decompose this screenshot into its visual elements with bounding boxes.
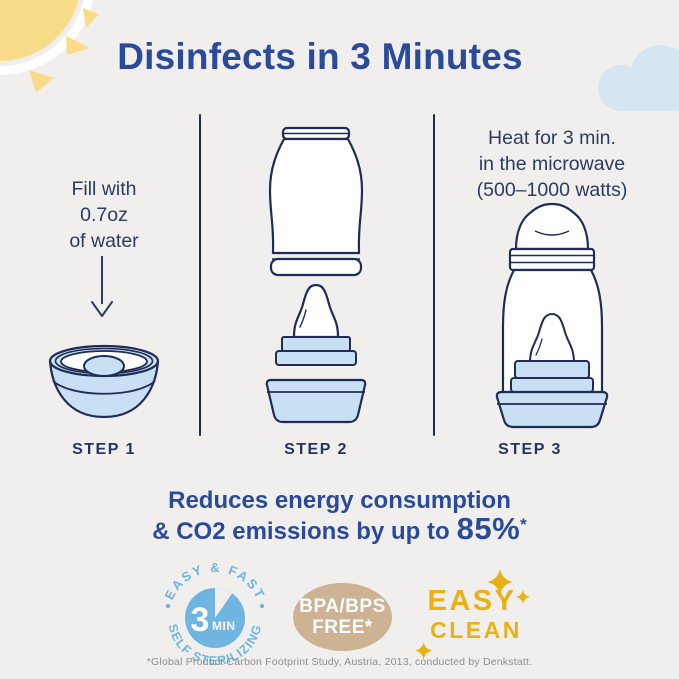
sun-icon	[0, 0, 99, 93]
step3-instruction: Heat for 3 min. in the microwave (500–10…	[452, 125, 652, 203]
claim-line1: Reduces energy consumption	[168, 487, 511, 514]
bpa-line2: FREE*	[312, 617, 373, 638]
sterilizer-bowl-illustration	[48, 344, 160, 419]
step1-instruction: Fill with 0.7oz of water	[27, 176, 181, 254]
instruction-line: (500–1000 watts)	[476, 179, 628, 201]
step2-label: STEP 2	[284, 441, 348, 458]
claim-highlight-value: 85%	[456, 511, 521, 546]
bottle-parts-illustration	[265, 126, 367, 424]
timer-3min-icon: EASY & FAST SELF STERILIZING 3 MIN	[161, 560, 266, 668]
step3-label: STEP 3	[498, 441, 562, 458]
arrow-down-icon	[91, 256, 113, 317]
badge-dot	[259, 603, 265, 609]
instruction-line: Fill with	[71, 178, 137, 200]
claim-line2-prefix: & CO2 emissions by up to	[152, 518, 450, 545]
footnote: *Global Product Carbon Footprint Study, …	[146, 656, 533, 668]
assembled-bottle-illustration	[495, 202, 609, 429]
instruction-line: in the microwave	[478, 153, 626, 175]
timer-value: 3	[191, 601, 210, 639]
column-divider	[199, 114, 201, 436]
easy-clean-badge: EASY CLEAN	[407, 565, 552, 670]
easy-clean-line1: EASY	[427, 585, 517, 617]
instruction-line: Heat for 3 min.	[488, 127, 616, 149]
step1-label: STEP 1	[72, 441, 136, 458]
timer-unit: MIN	[212, 619, 236, 633]
bpa-line1: BPA/BPS	[299, 596, 386, 617]
sparkle-icon	[415, 569, 530, 660]
claim-asterisk: *	[520, 515, 527, 534]
timer-wedge	[215, 588, 233, 618]
page-title: Disinfects in 3 Minutes	[117, 36, 523, 77]
badge-dot	[165, 603, 171, 609]
instruction-line: of water	[69, 230, 139, 252]
instruction-line: 0.7oz	[80, 204, 128, 226]
claim-line2: & CO2 emissions by up to 85%*	[0, 511, 679, 547]
easy-clean-line2: CLEAN	[430, 617, 522, 643]
cloud-icon	[598, 45, 679, 111]
column-divider	[433, 114, 435, 436]
bpa-free-badge: BPA/BPS FREE*	[293, 583, 392, 651]
